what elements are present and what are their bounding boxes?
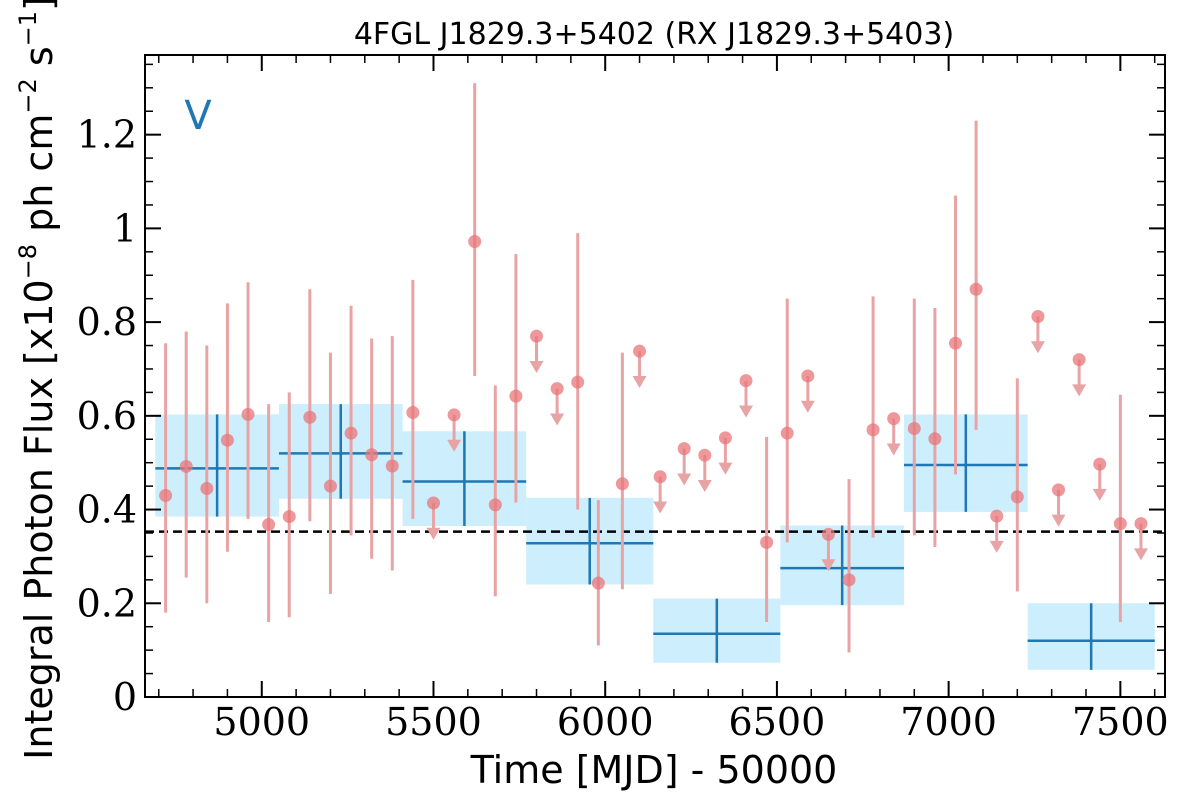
upper-limit-point-7 bbox=[698, 448, 712, 462]
upper-limit-point-14 bbox=[1031, 309, 1045, 323]
detection-point-14 bbox=[488, 498, 502, 512]
upper-limit-point-11 bbox=[821, 527, 835, 541]
y-label-s: s bbox=[17, 46, 61, 78]
detection-point-20 bbox=[780, 426, 794, 440]
upper-limit-point-9 bbox=[739, 374, 753, 388]
upper-limit-arrow-0 bbox=[426, 527, 441, 540]
upper-limit-point-13 bbox=[990, 509, 1004, 523]
detection-point-21 bbox=[842, 573, 856, 587]
detection-point-26 bbox=[969, 282, 983, 296]
x-axis-label: Time [MJD] - 50000 bbox=[470, 748, 838, 792]
upper-limit-point-12 bbox=[887, 412, 901, 426]
upper-limit-point-16 bbox=[1072, 353, 1086, 367]
upper-limits-layer bbox=[426, 309, 1148, 572]
detection-point-2 bbox=[200, 481, 214, 495]
x-tick-label-5: 7500 bbox=[1072, 700, 1169, 744]
detection-point-11 bbox=[385, 459, 399, 473]
upper-limit-point-10 bbox=[801, 369, 815, 383]
detection-point-17 bbox=[591, 576, 605, 590]
upper-limit-point-17 bbox=[1093, 457, 1107, 471]
x-tick-label-0: 5000 bbox=[213, 700, 310, 744]
y-tick-label-6: 1.2 bbox=[77, 113, 137, 157]
upper-limit-arrow-16 bbox=[1072, 384, 1087, 397]
upper-limit-point-0 bbox=[426, 496, 440, 510]
x-tick-label-2: 6000 bbox=[557, 700, 654, 744]
flux-points-layer bbox=[159, 83, 1127, 653]
plot-frame bbox=[144, 54, 1166, 698]
upper-limit-arrow-18 bbox=[1133, 548, 1148, 561]
y-tick-label-5: 1 bbox=[113, 206, 137, 250]
detection-point-23 bbox=[907, 421, 921, 435]
upper-limit-point-8 bbox=[718, 431, 732, 445]
detection-point-22 bbox=[866, 423, 880, 437]
detection-point-10 bbox=[365, 448, 379, 462]
detection-point-25 bbox=[949, 336, 963, 350]
detection-point-27 bbox=[1010, 490, 1024, 504]
upper-limit-arrow-8 bbox=[718, 462, 733, 475]
upper-limit-arrow-9 bbox=[739, 405, 754, 418]
y-label-suffix: ] bbox=[17, 0, 61, 11]
detection-point-24 bbox=[928, 432, 942, 446]
upper-limit-point-1 bbox=[447, 408, 461, 422]
y-label-mid: ph cm bbox=[17, 114, 61, 244]
upper-limit-arrow-5 bbox=[653, 501, 668, 514]
upper-limit-arrow-3 bbox=[550, 413, 565, 426]
detection-point-6 bbox=[282, 510, 296, 524]
upper-limit-arrow-10 bbox=[800, 400, 815, 413]
y-label-exp3: −1 bbox=[14, 11, 42, 46]
detection-point-5 bbox=[262, 518, 276, 532]
y-tick-label-4: 0.8 bbox=[77, 300, 137, 344]
y-tick-label-1: 0.2 bbox=[77, 581, 137, 625]
detection-point-18 bbox=[615, 477, 629, 491]
upper-limit-arrow-15 bbox=[1051, 514, 1066, 527]
upper-limit-arrow-2 bbox=[529, 360, 544, 373]
y-axis-label: Integral Photon Flux [x10−8 ph cm−2 s−1] bbox=[14, 0, 61, 760]
x-tick-label-4: 7000 bbox=[900, 700, 997, 744]
y-tick-label-2: 0.4 bbox=[77, 488, 137, 532]
detection-point-15 bbox=[509, 389, 523, 403]
detection-point-12 bbox=[406, 406, 420, 420]
detection-point-4 bbox=[241, 407, 255, 421]
detection-point-19 bbox=[760, 535, 774, 549]
y-tick-label-3: 0.6 bbox=[77, 394, 137, 438]
upper-limit-point-5 bbox=[653, 470, 667, 484]
upper-limit-point-18 bbox=[1134, 517, 1148, 531]
upper-limit-point-15 bbox=[1052, 483, 1066, 497]
detection-point-3 bbox=[220, 433, 234, 447]
upper-limit-arrow-4 bbox=[632, 375, 647, 388]
y-label-prefix: Integral Photon Flux [x10 bbox=[17, 279, 61, 760]
detection-point-7 bbox=[303, 410, 317, 424]
detection-point-13 bbox=[468, 235, 482, 249]
upper-limit-point-2 bbox=[530, 329, 544, 343]
upper-limit-arrow-11 bbox=[821, 559, 836, 572]
y-label-exp1: −8 bbox=[14, 244, 42, 279]
axes-layer bbox=[144, 54, 1166, 698]
upper-limit-point-3 bbox=[550, 382, 564, 396]
upper-limit-arrow-12 bbox=[886, 443, 901, 456]
panel-label: V bbox=[184, 93, 212, 139]
detection-point-28 bbox=[1113, 517, 1127, 531]
y-tick-label-0: 0 bbox=[113, 675, 137, 719]
detection-point-0 bbox=[159, 488, 173, 502]
detection-point-16 bbox=[571, 375, 585, 389]
upper-limit-arrow-17 bbox=[1092, 488, 1107, 501]
upper-limit-arrow-14 bbox=[1030, 341, 1045, 354]
detection-point-1 bbox=[179, 459, 193, 473]
x-tick-label-3: 6500 bbox=[729, 700, 826, 744]
upper-limit-point-4 bbox=[633, 344, 647, 358]
upper-limit-arrow-7 bbox=[697, 479, 712, 492]
detection-point-9 bbox=[344, 426, 358, 440]
upper-limit-arrow-1 bbox=[447, 439, 462, 452]
binned-flux-layer bbox=[155, 404, 1155, 670]
chart-title: 4FGL J1829.3+5402 (RX J1829.3+5403) bbox=[354, 17, 954, 52]
tick-layer: 5000 5500 6000 6500 7000 7500 0 0.2 0.4 0.6 0.8 1 1.… bbox=[77, 55, 1169, 744]
detection-point-8 bbox=[323, 479, 337, 493]
x-tick-label-1: 5500 bbox=[385, 700, 482, 744]
y-label-exp2: −2 bbox=[14, 78, 42, 113]
upper-limit-point-6 bbox=[677, 442, 691, 456]
upper-limit-arrow-6 bbox=[677, 473, 692, 486]
upper-limit-arrow-13 bbox=[989, 540, 1004, 553]
